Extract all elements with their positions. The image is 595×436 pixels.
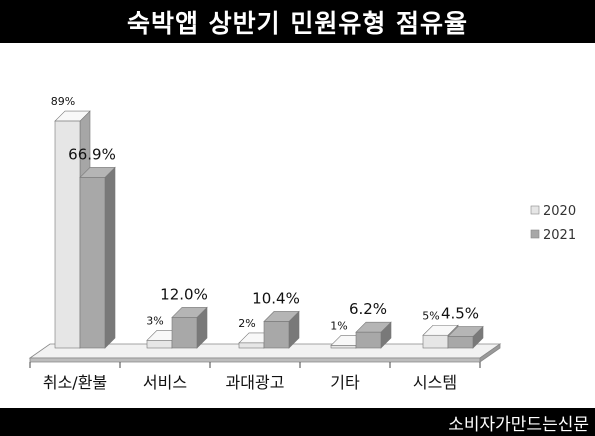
data-label-group: 89% 66.9% 3% 12.0% 2% 10.4% 1%6.2% 5% 4.5% xyxy=(51,95,479,332)
category-label-2: 과대광고 xyxy=(226,373,285,392)
data-label-2021-1: 12.0% xyxy=(160,285,208,303)
legend-label-2020: 2020 xyxy=(543,204,576,219)
legend-swatch-2020 xyxy=(530,205,540,215)
footer-source: 소비자가만드는신문 xyxy=(0,408,595,436)
data-label-2021-3: 6.2% xyxy=(349,300,387,318)
bar-2021-3 xyxy=(355,321,392,349)
category-label-0: 취소/환불 xyxy=(43,373,107,392)
bar-2021-1 xyxy=(171,306,208,349)
chart-title: 숙박앱 상반기 민원유형 점유율 xyxy=(0,0,595,43)
data-label-2020-1: 3% xyxy=(146,314,163,327)
bar-2021-0 xyxy=(79,166,116,349)
data-label-2020-4: 5% xyxy=(422,309,439,322)
bar-chart: 89% 66.9% 3% 12.0% 2% 10.4% 1%6.2% 5% 4.5% 취소/환불… xyxy=(28,95,576,392)
category-label-4: 시스템 xyxy=(413,373,457,392)
legend-swatch-2021 xyxy=(530,229,540,239)
data-label-2020-3: 1% xyxy=(330,319,347,332)
bar-2021-4 xyxy=(447,325,484,349)
floor-side xyxy=(479,343,501,363)
bar-2021-2 xyxy=(263,310,300,349)
legend-label-2021: 2021 xyxy=(543,228,576,243)
bar-group xyxy=(54,110,484,349)
floor-front xyxy=(29,357,481,363)
data-label-2020-2: 2% xyxy=(238,317,255,330)
category-label-3: 기타 xyxy=(330,373,360,392)
category-axis: 취소/환불 서비스 과대광고 기타 시스템 xyxy=(43,373,457,392)
data-label-2021-0: 66.9% xyxy=(68,145,116,163)
legend: 2020 2021 xyxy=(530,204,576,243)
data-label-2021-4: 4.5% xyxy=(441,305,479,323)
data-label-2020-0: 89% xyxy=(51,95,75,108)
data-label-2021-2: 10.4% xyxy=(252,289,300,307)
category-label-1: 서비스 xyxy=(143,373,187,392)
